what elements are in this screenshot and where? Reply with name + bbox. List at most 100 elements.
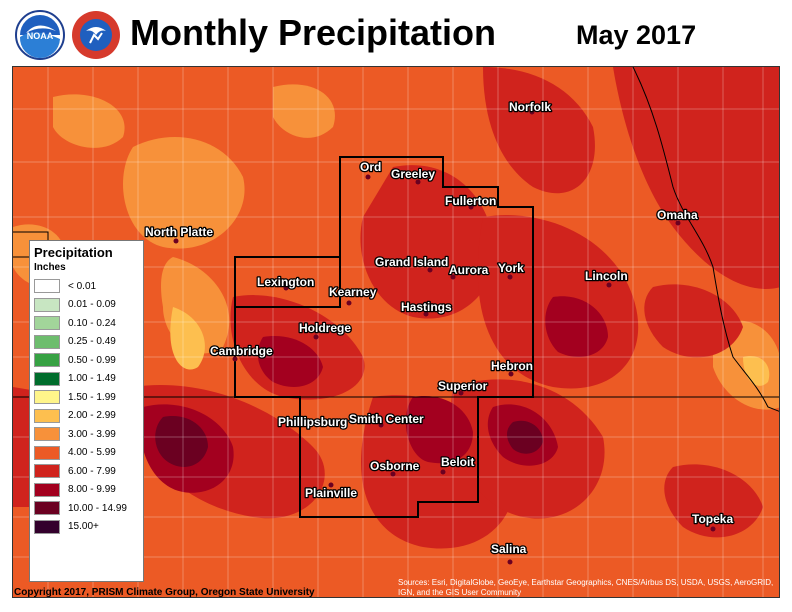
legend-item: 1.00 - 1.49 [34,370,139,389]
svg-text:NOAA: NOAA [27,31,54,41]
legend-label: 3.00 - 3.99 [68,428,116,440]
city-label: Beloit [441,455,474,469]
city-marker: Norfolk [508,99,553,116]
legend-label: 0.50 - 0.99 [68,354,116,366]
page-title: Monthly Precipitation [130,12,497,53]
city-marker: Topeka [691,511,735,532]
city-marker: Salina [490,541,528,565]
legend-swatch [34,316,60,331]
city-label: Topeka [692,512,733,526]
precip-zone-6-8in [360,165,495,319]
city-markers: Norfolk Ord Greeley Fullerton North Plat… [144,99,735,565]
month-label: May 2017 [576,20,697,50]
city-label: Smith Center [349,412,424,426]
forecast-area-outline [234,156,534,518]
legend-item: 0.01 - 0.09 [34,296,139,315]
legend-title: Precipitation [34,245,113,260]
legend-label: 6.00 - 7.99 [68,465,116,477]
city-marker: Phillipsburg [277,414,349,431]
city-marker: Lincoln [584,268,629,288]
legend-swatch [34,371,60,386]
legend-item: 3.00 - 3.99 [34,425,139,444]
city-marker: North Platte [144,224,215,244]
city-marker: Holdrege [298,320,353,340]
city-marker: Hebron [490,358,534,377]
precip-zone-6-8in [644,284,743,358]
header: NOAA Monthly Precipitation May 2017 [0,0,792,66]
noaa-logo-icon: NOAA [15,10,65,60]
city-label: Plainville [305,486,357,500]
city-label: Cambridge [210,344,273,358]
legend-swatch [34,390,60,405]
precip-zone-8-10in [545,296,608,357]
legend-rows: < 0.01 0.01 - 0.09 0.10 - 0.24 0.25 - 0.49 0… [34,277,139,536]
missouri-river-border [632,67,779,412]
precip-zone-6-8in [483,67,595,194]
city-label: Osborne [370,459,420,473]
city-label: Aurora [449,263,489,277]
legend-label: 4.00 - 5.99 [68,447,116,459]
legend-item: 0.10 - 0.24 [34,314,139,333]
city-label: Lincoln [585,269,628,283]
precip-zone-10-15in [507,420,543,454]
source-attribution: Sources: Esri, DigitalGlobe, GeoEye, Ear… [398,578,774,597]
cwa-internal-line [235,257,341,308]
legend-swatch [34,297,60,312]
city-marker: Ord [359,159,383,180]
legend-item: 2.00 - 2.99 [34,407,139,426]
copyright-text: Copyright 2017, PRISM Climate Group, Ore… [14,587,315,598]
legend-item: 1.50 - 1.99 [34,388,139,407]
city-label: Fullerton [445,194,496,208]
city-label: Salina [491,542,527,556]
city-label: Holdrege [299,321,351,335]
legend-swatch [34,464,60,479]
city-label: Norfolk [509,100,551,114]
precip-zone-6-8in [613,67,779,289]
city-marker: Grand Island [374,254,450,273]
city-marker: Lexington [256,274,316,291]
legend-units: Inches [34,262,66,273]
precip-zone-3-4in [53,94,125,148]
legend-item: 0.25 - 0.49 [34,333,139,352]
legend-label: 8.00 - 9.99 [68,484,116,496]
precip-zone-8-10in [257,336,323,387]
city-marker: Superior [437,378,489,396]
city-label: Kearney [329,285,377,299]
legend-item: 6.00 - 7.99 [34,462,139,481]
precip-zone-10-15in [155,416,208,467]
legend-swatch [34,519,60,534]
nws-logo-icon [72,11,120,59]
legend-swatch [34,408,60,423]
city-marker: Hastings [400,299,453,317]
legend-label: 15.00+ [68,521,99,533]
city-marker: York [497,260,525,280]
legend-item: 4.00 - 5.99 [34,444,139,463]
city-marker: Beloit [440,454,476,475]
city-label: Lexington [257,275,314,289]
city-label: York [498,261,524,275]
precip-zone-2-3in [170,307,205,370]
city-label: Omaha [657,208,698,222]
city-marker: Osborne [369,458,421,477]
city-marker: Smith Center [348,411,425,428]
legend-label: 0.25 - 0.49 [68,336,116,348]
legend-label: 1.00 - 1.49 [68,373,116,385]
precip-zone-6-8in [664,464,763,538]
legend-item: < 0.01 [34,277,139,296]
city-label: North Platte [145,225,213,239]
legend-label: 10.00 - 14.99 [68,502,127,514]
legend-swatch [34,427,60,442]
city-marker: Kearney [328,284,378,306]
city-label: Grand Island [375,255,448,269]
legend-swatch [34,279,60,294]
legend-item: 8.00 - 9.99 [34,481,139,500]
city-marker: Greeley [390,166,437,185]
city-label: Greeley [391,167,435,181]
legend-item: 15.00+ [34,518,139,537]
city-marker: Plainville [304,482,359,501]
legend-label: 0.01 - 0.09 [68,299,116,311]
precip-zone-3-4in [123,137,245,249]
city-label: Hastings [401,300,452,314]
city-marker: Cambridge [209,343,274,362]
